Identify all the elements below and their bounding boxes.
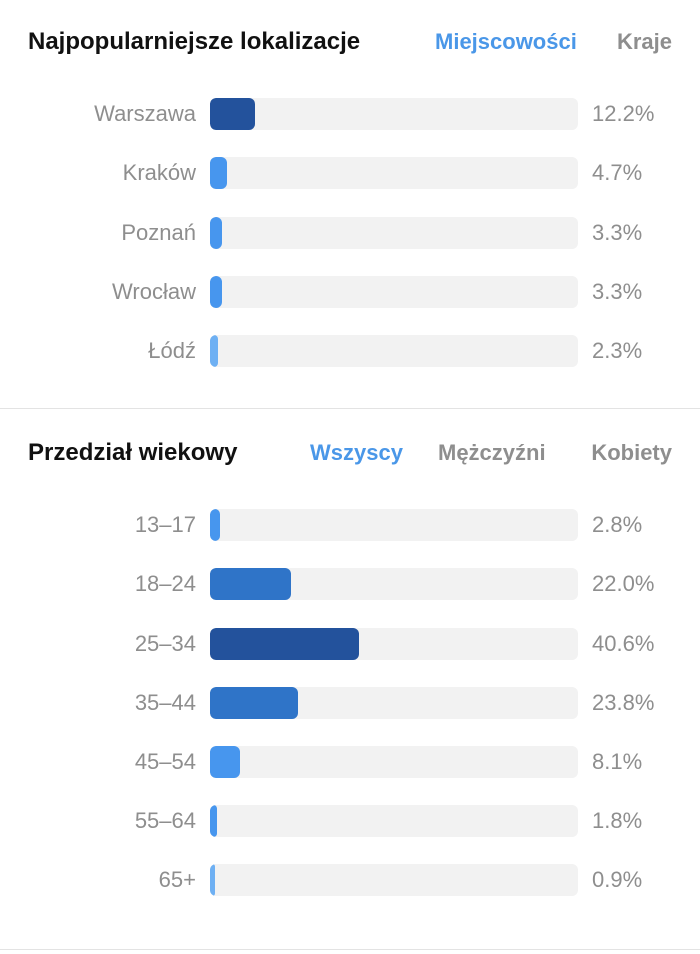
age-bar-fill bbox=[210, 509, 221, 541]
age-range-title: Przedział wiekowy bbox=[28, 439, 238, 466]
age-label: 45–54 bbox=[134, 749, 196, 774]
age-bar-fill bbox=[210, 687, 298, 719]
location-bar-fill bbox=[210, 98, 255, 130]
age-value: 40.6% bbox=[592, 631, 655, 656]
location-bar-fill bbox=[210, 335, 219, 367]
location-label: Wrocław bbox=[112, 279, 196, 304]
location-row: Poznań 3.3% bbox=[0, 217, 700, 249]
location-bar-track bbox=[210, 157, 578, 189]
age-value: 8.1% bbox=[592, 749, 643, 774]
location-bar-track bbox=[210, 98, 578, 130]
location-label: Łódź bbox=[148, 338, 196, 363]
age-value: 0.9% bbox=[592, 867, 643, 892]
tab-women[interactable]: Kobiety bbox=[591, 440, 672, 465]
top-locations-section: Najpopularniejsze lokalizacje Miejscowoś… bbox=[0, 0, 700, 408]
location-bar-fill bbox=[210, 217, 223, 249]
age-bar-track bbox=[210, 628, 578, 660]
age-row: 65+ 0.9% bbox=[0, 864, 700, 896]
age-bar-fill bbox=[210, 805, 217, 837]
location-label: Poznań bbox=[121, 220, 196, 245]
age-range-header: Przedział wiekowy Wszyscy Mężczyźni Kobi… bbox=[0, 433, 700, 473]
age-row: 55–64 1.8% bbox=[0, 805, 700, 837]
top-locations-header: Najpopularniejsze lokalizacje Miejscowoś… bbox=[0, 22, 700, 62]
location-value: 3.3% bbox=[592, 279, 643, 304]
tab-all[interactable]: Wszyscy bbox=[310, 440, 403, 465]
location-bar-track bbox=[210, 276, 578, 308]
location-label: Warszawa bbox=[94, 101, 196, 126]
age-bar-track bbox=[210, 805, 578, 837]
age-row: 13–17 2.8% bbox=[0, 509, 700, 541]
location-row: Łódź 2.3% bbox=[0, 335, 700, 367]
age-bar-fill bbox=[210, 628, 360, 660]
tab-men[interactable]: Mężczyźni bbox=[438, 440, 546, 465]
age-bar-track bbox=[210, 568, 578, 600]
age-bar-track bbox=[210, 687, 578, 719]
age-label: 65+ bbox=[158, 867, 196, 892]
age-row: 35–44 23.8% bbox=[0, 687, 700, 719]
tab-cities[interactable]: Miejscowości bbox=[435, 29, 577, 54]
age-value: 1.8% bbox=[592, 808, 643, 833]
age-bar-fill bbox=[210, 864, 215, 896]
age-bar-track bbox=[210, 509, 578, 541]
age-value: 22.0% bbox=[592, 571, 655, 596]
section-divider bbox=[0, 949, 700, 950]
age-bar-track bbox=[210, 864, 578, 896]
location-value: 12.2% bbox=[592, 101, 655, 126]
location-value: 3.3% bbox=[592, 220, 643, 245]
age-label: 55–64 bbox=[134, 808, 196, 833]
tab-countries[interactable]: Kraje bbox=[616, 29, 672, 54]
age-row: 25–34 40.6% bbox=[0, 628, 700, 660]
age-value: 23.8% bbox=[592, 690, 655, 715]
age-range-section: Przedział wiekowy Wszyscy Mężczyźni Kobi… bbox=[0, 409, 700, 949]
age-bar-fill bbox=[210, 746, 240, 778]
section-divider bbox=[0, 408, 700, 409]
age-row: 18–24 22.0% bbox=[0, 568, 700, 600]
age-label: 25–34 bbox=[134, 631, 196, 656]
age-bar-fill bbox=[210, 568, 291, 600]
location-bar-fill bbox=[210, 157, 228, 189]
age-label: 18–24 bbox=[134, 571, 196, 596]
location-bar-track bbox=[210, 217, 578, 249]
location-label: Kraków bbox=[122, 160, 196, 185]
age-row: 45–54 8.1% bbox=[0, 746, 700, 778]
age-value: 2.8% bbox=[592, 512, 643, 537]
age-label: 35–44 bbox=[134, 690, 196, 715]
age-bar-track bbox=[210, 746, 578, 778]
top-locations-title: Najpopularniejsze lokalizacje bbox=[28, 28, 361, 55]
age-label: 13–17 bbox=[134, 512, 196, 537]
location-bar-fill bbox=[210, 276, 223, 308]
location-row: Kraków 4.7% bbox=[0, 157, 700, 189]
location-row: Wrocław 3.3% bbox=[0, 276, 700, 308]
location-bar-track bbox=[210, 335, 578, 367]
location-row: Warszawa 12.2% bbox=[0, 98, 700, 130]
location-value: 2.3% bbox=[592, 338, 643, 363]
location-value: 4.7% bbox=[592, 160, 643, 185]
